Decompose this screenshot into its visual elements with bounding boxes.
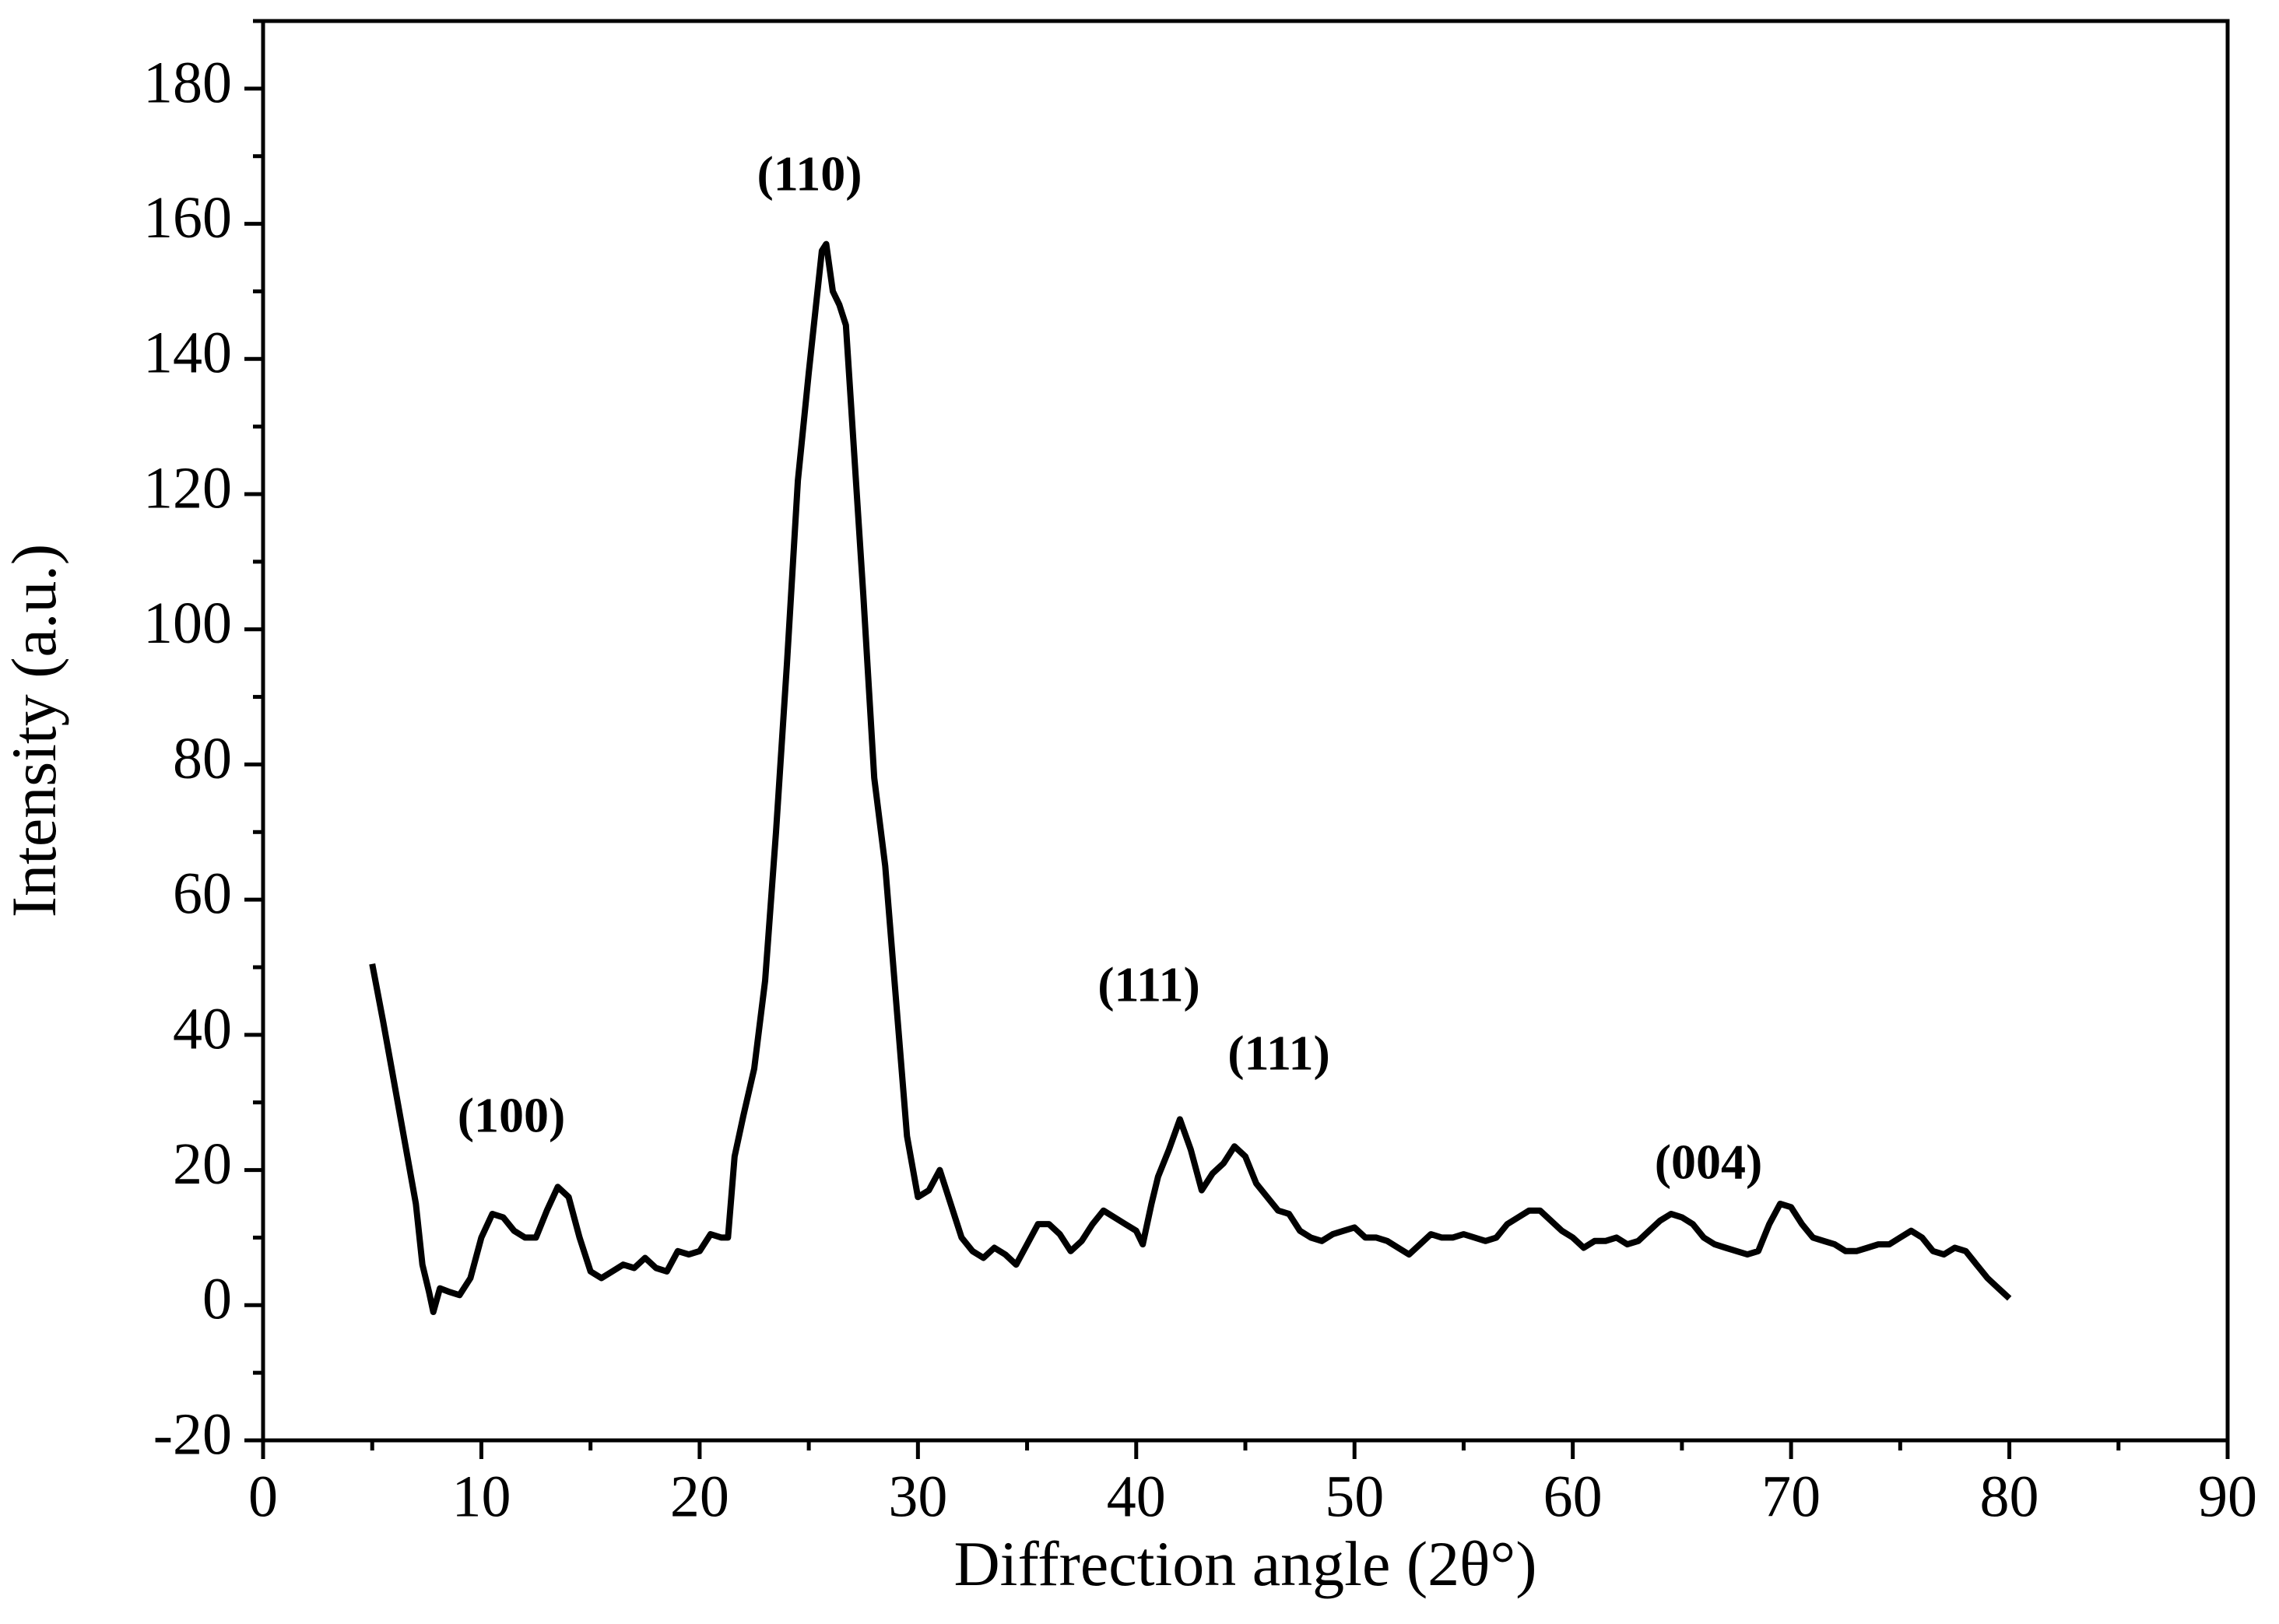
y-tick-label: 20 [173, 1131, 232, 1197]
peak-annotation: (004) [1655, 1135, 1763, 1190]
data-line [369, 240, 2012, 1315]
x-tick-label: 0 [248, 1464, 278, 1529]
y-tick-label: 100 [143, 591, 232, 656]
peak-annotation: (111) [1097, 957, 1200, 1012]
y-tick-label: 80 [173, 726, 232, 791]
y-tick-label: 120 [143, 455, 232, 521]
y-axis-title: Intensity (a.u.) [0, 544, 69, 917]
y-tick-label: 60 [173, 861, 232, 927]
x-axis-title: Diffrection angle (2θ°) [953, 1528, 1536, 1599]
y-tick-label: -20 [153, 1401, 232, 1467]
plot-frame [261, 19, 2230, 1443]
y-tick-label: 160 [143, 185, 232, 251]
y-tick-label: 140 [143, 321, 232, 386]
y-tick-label: 40 [173, 996, 232, 1061]
x-tick-label: 50 [1325, 1464, 1384, 1529]
x-tick-label: 30 [888, 1464, 947, 1529]
x-tick-label: 70 [1761, 1464, 1821, 1529]
y-tick-label: 0 [202, 1267, 232, 1332]
peak-annotation: (110) [757, 146, 862, 202]
x-tick-label: 60 [1543, 1464, 1603, 1529]
x-tick-label: 10 [451, 1464, 511, 1529]
x-tick-label: 20 [670, 1464, 729, 1529]
x-tick-label: 40 [1107, 1464, 1166, 1529]
x-tick-label: 80 [1980, 1464, 2039, 1529]
peak-annotation: (111) [1227, 1026, 1330, 1081]
y-tick-label: 180 [143, 50, 232, 115]
x-tick-label: 90 [2198, 1464, 2257, 1529]
peak-annotation: (100) [458, 1088, 566, 1143]
